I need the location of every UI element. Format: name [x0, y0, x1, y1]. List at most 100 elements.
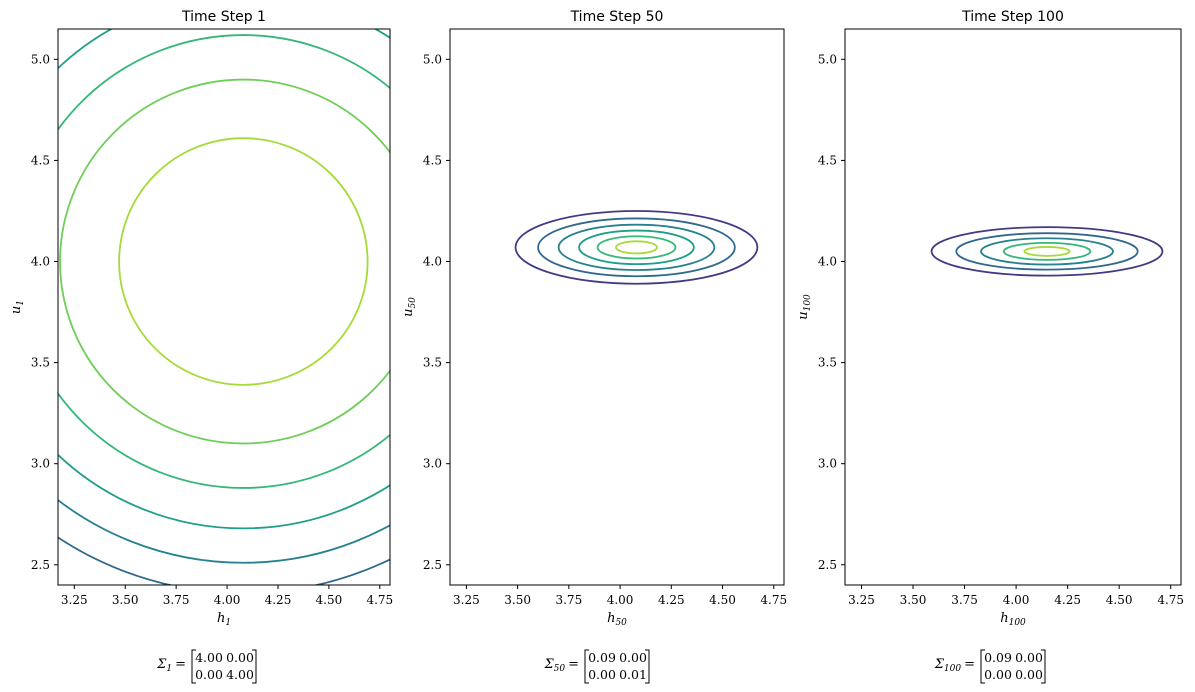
y-tick-label: 4.0	[818, 255, 837, 269]
panel-1: 0.0380.0360.0340.0320.0340.0320.0300.028…	[9, 9, 393, 684]
x-tick-label: 4.50	[709, 593, 736, 607]
contour-line-3	[980, 237, 1114, 266]
y-tick-label: 2.5	[423, 558, 442, 572]
y-tick-label: 5.0	[31, 52, 50, 66]
y-tick-label: 4.5	[31, 153, 50, 167]
panel-2: 0.83.24.05.64.82.4 1.63.25 3.50 3.75 4.00 4.2…	[401, 9, 787, 684]
matrix-cell: 0.01	[619, 667, 647, 682]
sigma-symbol: Σ1 =	[156, 657, 186, 674]
x-tick-label: 4.00	[607, 593, 634, 607]
contour-label: 0.030	[73, 512, 109, 540]
contour-label-bg	[336, 44, 379, 77]
x-tick-label: 3.50	[112, 593, 139, 607]
y-tick-label: 4.0	[31, 255, 50, 269]
contour-label-bg	[69, 510, 112, 542]
contour-label-bg	[134, 132, 178, 160]
contour-line-4	[1002, 242, 1092, 261]
matrix-left-bracket	[584, 649, 589, 684]
matrix-cell: 0.00	[588, 667, 616, 682]
x-axis-label: h50	[607, 611, 627, 628]
y-tick-label: 4.0	[423, 255, 442, 269]
x-tick-label: 4.50	[1106, 593, 1133, 607]
matrix-cell: 0.09	[588, 650, 616, 665]
matrix-right-bracket	[645, 649, 650, 684]
contour-label: 0.036	[103, 79, 139, 104]
contour-label: 0.034	[340, 47, 376, 76]
contour-lines	[930, 226, 1164, 277]
contour-label-bg	[643, 201, 670, 216]
panel-title: Time Step 1	[181, 9, 266, 25]
axes-frame	[57, 28, 391, 586]
contour-line-6	[615, 240, 658, 255]
y-axis-label: u100	[796, 294, 813, 320]
x-axis-label: h1	[217, 611, 231, 628]
y-tick-label: 4.5	[818, 153, 837, 167]
y-tick-label: 3.5	[31, 356, 50, 370]
contour-label: 0.038	[138, 134, 174, 158]
contour-lines	[58, 29, 390, 585]
contour-line-5	[1023, 246, 1071, 257]
x-tick-label: 3.75	[555, 593, 582, 607]
contour-line-1	[514, 210, 759, 285]
panel-3: 1.56.0 7.54.5 3.03.25 3.50 3.75 4.00 4.25 4.50 4…	[796, 9, 1184, 684]
matrix-left-bracket	[980, 649, 985, 684]
x-tick-label: 4.25	[658, 593, 685, 607]
x-tick-label: 4.75	[1157, 593, 1184, 607]
contour-line-1	[930, 226, 1164, 277]
matrix-right-bracket	[252, 649, 257, 684]
contour-line-3	[557, 223, 716, 271]
contour-label: 0.8	[648, 202, 666, 216]
contour-line-2	[537, 217, 736, 278]
y-tick-label: 2.5	[818, 558, 837, 572]
matrix-cell: 0.00	[1015, 650, 1043, 665]
matrix-cell: 0.00	[195, 667, 223, 682]
x-tick-label: 4.75	[760, 593, 787, 607]
matrix-cell: 0.09	[984, 650, 1012, 665]
x-tick-label: 4.50	[316, 593, 343, 607]
y-tick-label: 3.0	[31, 457, 50, 471]
contour-line-1	[118, 137, 369, 386]
matrix-cell: 4.00	[226, 667, 254, 682]
x-tick-label: 3.25	[61, 593, 88, 607]
axes-frame	[449, 28, 785, 586]
y-tick-label: 5.0	[423, 52, 442, 66]
x-tick-label: 4.75	[366, 593, 393, 607]
contour-line-2	[955, 232, 1139, 271]
x-tick-label: 4.25	[1054, 593, 1081, 607]
x-tick-label: 4.25	[265, 593, 292, 607]
y-tick-label: 3.5	[818, 356, 837, 370]
contour-line-2	[59, 78, 390, 445]
contour-line-6	[58, 536, 390, 585]
x-tick-label: 4.00	[214, 593, 241, 607]
contour-label-bg	[59, 27, 101, 63]
contour-line-5	[596, 235, 677, 260]
x-tick-label: 3.25	[453, 593, 480, 607]
x-tick-label: 3.75	[951, 593, 978, 607]
x-tick-label: 3.50	[504, 593, 531, 607]
y-axis-label: u1	[9, 300, 26, 314]
matrix-cell: 0.00	[619, 650, 647, 665]
panel-title: Time Step 100	[961, 9, 1064, 25]
axes-frame	[844, 28, 1182, 586]
y-tick-label: 2.5	[31, 558, 50, 572]
x-tick-label: 4.00	[1003, 593, 1030, 607]
contour-label-bg	[71, 550, 114, 582]
y-tick-label: 3.0	[423, 457, 442, 471]
contour-label-bg	[577, 259, 606, 278]
covariance-matrix: Σ50 = 0.09 0.000.00 0.01	[543, 649, 650, 684]
sigma-symbol: Σ50 =	[543, 657, 579, 674]
matrix-cell: 0.00	[1015, 667, 1043, 682]
x-tick-label: 3.50	[900, 593, 927, 607]
matrix-cell: 0.00	[226, 650, 254, 665]
contour-label-bg	[124, 457, 168, 486]
y-tick-label: 4.5	[423, 153, 442, 167]
y-axis-label: u50	[401, 297, 418, 317]
contour-line-5	[58, 498, 390, 564]
panel-title: Time Step 50	[570, 9, 664, 25]
y-tick-label: 3.0	[818, 457, 837, 471]
x-tick-label: 3.25	[848, 593, 875, 607]
matrix-right-bracket	[1041, 649, 1046, 684]
covariance-matrix: Σ100 = 0.09 0.000.00 0.00	[934, 649, 1046, 684]
contour-label: 0.032	[63, 30, 98, 60]
